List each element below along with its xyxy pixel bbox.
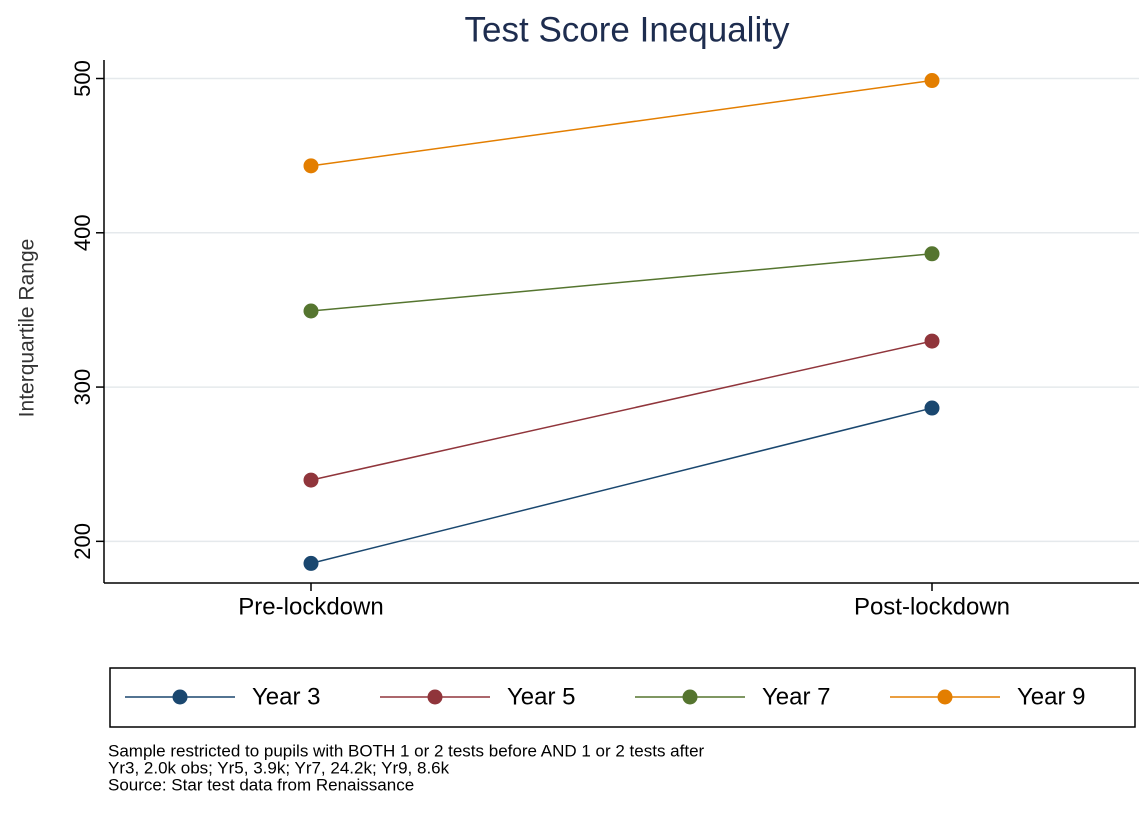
note: Yr3, 2.0k obs; Yr5, 3.9k; Yr7, 24.2k; Yr… (108, 758, 450, 777)
point (924, 333, 940, 349)
y-tick-label: 400 (70, 214, 95, 251)
legend-marker (427, 689, 443, 705)
legend-label: Year 5 (507, 683, 576, 710)
legend-marker (682, 689, 698, 705)
note: Source: Star test data from Renaissance (108, 775, 414, 794)
point (924, 246, 940, 262)
legend-marker (172, 689, 188, 705)
x-tick-label: Post-lockdown (854, 593, 1010, 620)
x-tick-label: Pre-lockdown (238, 593, 383, 620)
series-line (310, 79, 933, 167)
legend-label: Year 7 (762, 683, 831, 710)
chart-title: Test Score Inequality (465, 10, 790, 49)
y-axis-label: Interquartile Range (16, 239, 39, 418)
series-line (310, 253, 933, 312)
y-tick-label: 500 (70, 60, 95, 97)
point (924, 73, 940, 89)
point (303, 555, 319, 571)
y-tick-label: 300 (70, 369, 95, 406)
point (303, 472, 319, 488)
legend-box (109, 667, 1136, 728)
series-line (310, 407, 933, 565)
point (303, 158, 319, 174)
legend-label: Year 9 (1017, 683, 1086, 710)
legend-marker (937, 689, 953, 705)
legend-label: Year 3 (252, 683, 321, 710)
note: Sample restricted to pupils with BOTH 1 … (108, 741, 705, 760)
point (303, 303, 319, 319)
point (924, 400, 940, 416)
y-tick-label: 200 (70, 523, 95, 560)
series-line (310, 340, 933, 481)
